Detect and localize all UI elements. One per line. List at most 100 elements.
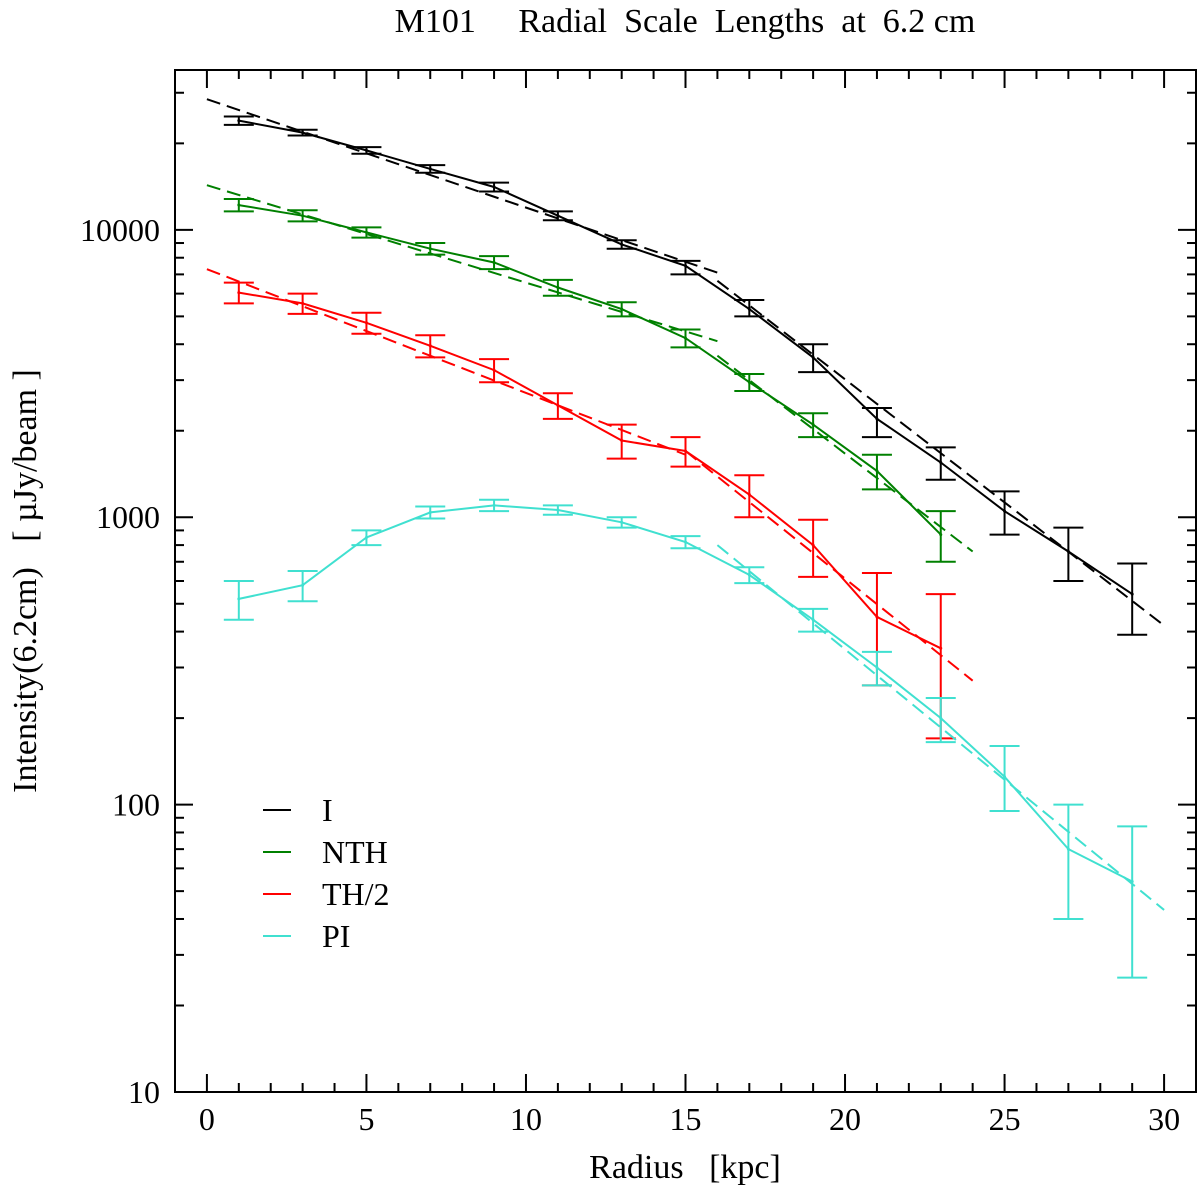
- fit-line-th-2: [684, 450, 974, 682]
- data-point: [428, 344, 432, 348]
- data-point: [875, 417, 879, 421]
- data-point: [237, 119, 241, 123]
- legend-label: TH/2: [322, 876, 390, 912]
- axis-ticks: 0 5 10 15 20 25 30 10 100 1000 10000: [80, 70, 1197, 1137]
- data-point: [492, 368, 496, 372]
- fit-line-nth: [206, 184, 718, 343]
- error-bar-th-2: [734, 474, 765, 519]
- fit-line-pi: [716, 544, 1165, 911]
- legend-label: NTH: [322, 834, 388, 870]
- data-point: [875, 469, 879, 473]
- error-bar-pi: [925, 696, 956, 744]
- fit-line-nth: [716, 354, 974, 553]
- data-point: [684, 540, 687, 544]
- error-bar-th-2: [542, 392, 573, 420]
- x-tick-label: 25: [989, 1101, 1021, 1137]
- data-point: [492, 260, 496, 264]
- error-bar-nth: [925, 510, 956, 563]
- x-axis-label: Radius [kpc]: [589, 1149, 781, 1186]
- fit-line-i: [206, 98, 718, 274]
- x-tick-label: 10: [510, 1101, 542, 1137]
- data-point: [747, 380, 751, 384]
- legend-item-th-2: TH/2: [263, 876, 390, 912]
- data-point: [811, 543, 815, 547]
- series-pi: [223, 498, 1165, 979]
- data-point: [620, 307, 624, 311]
- error-bar-i: [415, 164, 446, 174]
- data-point: [301, 131, 305, 135]
- data-point: [684, 264, 687, 268]
- error-bar-nth: [223, 198, 254, 213]
- x-tick-label: 20: [829, 1101, 861, 1137]
- error-bar-nth: [670, 328, 701, 349]
- error-bar-pi: [861, 650, 892, 687]
- series-line-nth: [238, 204, 942, 536]
- data-point: [237, 597, 241, 601]
- data-point: [364, 536, 368, 540]
- error-bar-th-2: [479, 358, 510, 384]
- x-tick-label: 30: [1148, 1101, 1180, 1137]
- series-layer: [206, 98, 1165, 979]
- error-bar-i: [1117, 562, 1148, 636]
- data-point: [364, 230, 368, 234]
- data-point: [747, 492, 751, 496]
- data-point: [1003, 509, 1007, 513]
- series-i: [206, 98, 1165, 636]
- data-point: [428, 167, 432, 171]
- series-line-th-2: [238, 291, 942, 650]
- legend: I NTH TH/2 PI: [263, 792, 390, 954]
- error-bar-i: [989, 490, 1020, 536]
- data-point: [620, 520, 624, 524]
- y-axis-label: Intensity(6.2cm) [ µJy/beam ]: [7, 369, 44, 793]
- series-line-i: [238, 119, 1133, 595]
- error-bar-pi: [351, 529, 382, 547]
- data-point: [747, 307, 751, 311]
- data-point: [492, 503, 496, 507]
- error-bar-pi: [223, 580, 254, 621]
- error-bar-nth: [287, 209, 318, 223]
- series-line-pi: [238, 504, 1133, 883]
- error-bar-nth: [479, 255, 510, 271]
- error-bar-i: [606, 239, 637, 250]
- data-point: [556, 214, 560, 218]
- error-bar-pi: [734, 566, 765, 585]
- data-point: [301, 214, 305, 218]
- error-bar-pi: [479, 498, 510, 513]
- data-point: [747, 573, 751, 577]
- error-bar-th-2: [223, 281, 254, 305]
- error-bar-nth: [606, 301, 637, 318]
- data-point: [301, 583, 305, 587]
- data-point: [556, 286, 560, 290]
- legend-label: PI: [322, 918, 350, 954]
- error-bar-th-2: [351, 311, 382, 335]
- series-nth: [206, 184, 974, 563]
- error-bar-pi: [415, 505, 446, 520]
- data-point: [939, 461, 943, 465]
- fit-line-th-2: [206, 268, 686, 456]
- data-point: [875, 666, 879, 670]
- chart-title: M101 Radial Scale Lengths at 6.2 cm: [395, 3, 976, 40]
- data-point: [556, 508, 560, 512]
- data-point: [939, 716, 943, 720]
- error-bar-pi: [606, 516, 637, 529]
- data-point: [811, 355, 815, 359]
- data-point: [620, 242, 624, 246]
- y-tick-label: 10: [128, 1074, 160, 1110]
- error-bar-pi: [1053, 803, 1084, 920]
- data-point: [492, 185, 496, 189]
- error-bar-pi: [542, 504, 573, 516]
- series-th-2: [206, 268, 974, 740]
- error-bar-th-2: [287, 292, 318, 315]
- error-bar-pi: [670, 535, 701, 550]
- y-tick-label: 1000: [96, 499, 160, 535]
- error-bar-i: [479, 181, 510, 193]
- data-point: [237, 291, 241, 295]
- y-tick-label: 100: [112, 787, 160, 823]
- error-bar-i: [734, 299, 765, 318]
- legend-item-i: I: [263, 792, 333, 828]
- x-tick-label: 0: [199, 1101, 215, 1137]
- data-point: [1003, 775, 1007, 779]
- fit-line-i: [716, 279, 1165, 627]
- data-point: [811, 618, 815, 622]
